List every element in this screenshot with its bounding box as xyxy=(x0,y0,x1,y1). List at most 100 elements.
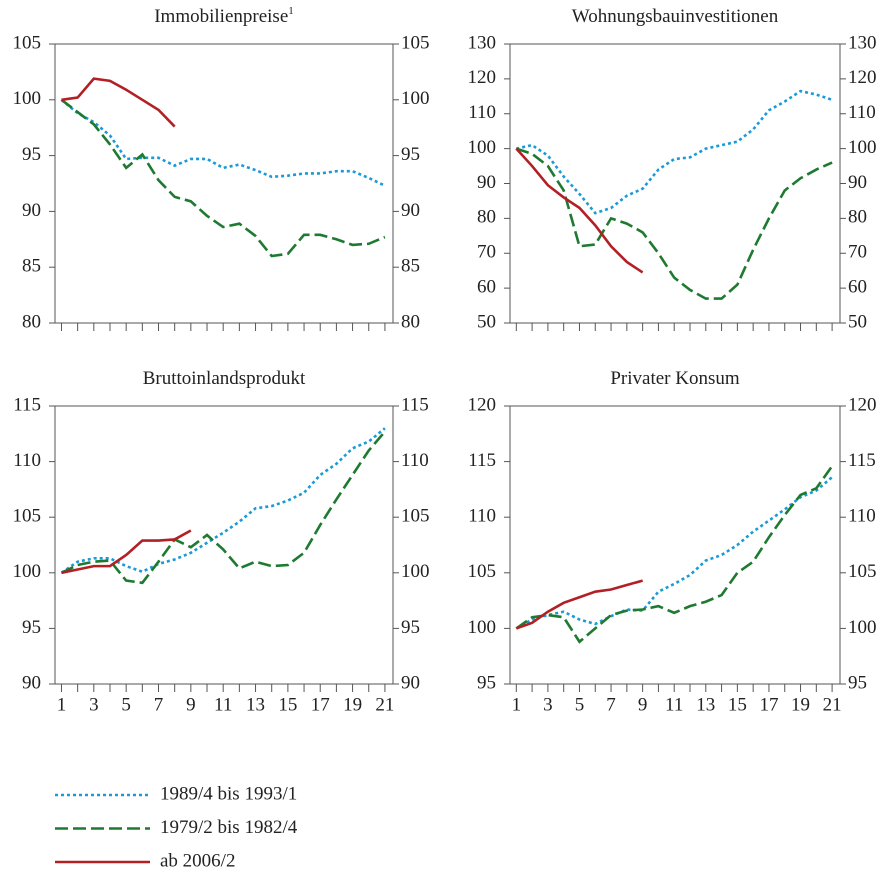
x-tick-label: 21 xyxy=(823,694,842,715)
x-tick-label: 13 xyxy=(246,694,265,715)
series-line xyxy=(515,147,833,300)
y2-tick-label: 70 xyxy=(848,242,867,263)
x-tick-label: 19 xyxy=(791,694,810,715)
y2-tick-label: 100 xyxy=(848,137,877,158)
y-tick-label: 105 xyxy=(468,561,497,582)
y2-tick-label: 115 xyxy=(401,394,429,415)
x-tick-label: 15 xyxy=(278,694,297,715)
series-line xyxy=(60,427,386,574)
y-tick-label: 80 xyxy=(22,311,41,332)
y-tick-label: 80 xyxy=(477,207,496,228)
title-text: Immobilienpreise xyxy=(154,6,288,27)
y-tick-label: 60 xyxy=(477,276,496,297)
series-line xyxy=(515,465,834,644)
y-tick-label: 130 xyxy=(468,32,497,53)
x-tick-label: 13 xyxy=(696,694,715,715)
x-tick-label: 11 xyxy=(665,694,683,715)
series-line xyxy=(515,147,644,274)
series-line xyxy=(515,579,643,630)
y2-tick-label: 100 xyxy=(401,561,430,582)
y2-tick-label: 105 xyxy=(401,506,430,527)
y2-tick-label: 90 xyxy=(401,200,420,221)
x-tick-label: 3 xyxy=(543,694,553,715)
y2-tick-label: 115 xyxy=(848,450,876,471)
chart-title: Immobilienpreise1 xyxy=(154,5,294,28)
series-line xyxy=(60,98,386,258)
y-tick-label: 95 xyxy=(22,144,41,165)
x-tick-label: 19 xyxy=(343,694,362,715)
y-tick-label: 85 xyxy=(22,256,41,277)
x-tick-label: 7 xyxy=(606,694,616,715)
y-tick-label: 90 xyxy=(22,200,41,221)
legend-label: 1989/4 bis 1993/1 xyxy=(160,783,297,804)
x-tick-label: 9 xyxy=(186,694,196,715)
title-footnote: 1 xyxy=(288,5,294,17)
plot-frame xyxy=(509,405,841,685)
y-tick-label: 95 xyxy=(477,672,496,693)
y2-tick-label: 105 xyxy=(401,32,430,53)
y2-tick-label: 105 xyxy=(848,561,877,582)
y-tick-label: 70 xyxy=(477,242,496,263)
y2-tick-label: 80 xyxy=(848,207,867,228)
y2-tick-label: 110 xyxy=(401,450,429,471)
y2-tick-label: 95 xyxy=(401,144,420,165)
y-tick-label: 90 xyxy=(477,172,496,193)
title-text: Bruttoinlandsprodukt xyxy=(143,368,306,389)
x-tick-label: 7 xyxy=(154,694,164,715)
y-tick-label: 100 xyxy=(13,561,42,582)
series-line xyxy=(60,98,386,187)
y2-tick-label: 85 xyxy=(401,256,420,277)
y-tick-label: 120 xyxy=(468,394,497,415)
series-line xyxy=(60,430,386,585)
y-tick-label: 95 xyxy=(22,617,41,638)
legend-label: 1979/2 bis 1982/4 xyxy=(160,817,298,838)
y-tick-label: 110 xyxy=(13,450,41,471)
plot-frame xyxy=(54,405,394,685)
y-tick-label: 105 xyxy=(13,506,42,527)
y-tick-label: 105 xyxy=(13,32,42,53)
y-tick-label: 115 xyxy=(468,450,496,471)
y-tick-label: 120 xyxy=(468,67,497,88)
x-tick-label: 1 xyxy=(512,694,522,715)
y2-tick-label: 95 xyxy=(401,617,420,638)
y2-tick-label: 110 xyxy=(848,506,876,527)
y2-tick-label: 100 xyxy=(401,88,430,109)
y2-tick-label: 95 xyxy=(848,672,867,693)
chart-title: Wohnungsbauinvestitionen xyxy=(572,6,779,27)
y-tick-label: 100 xyxy=(468,617,497,638)
series-line xyxy=(61,77,176,128)
x-tick-label: 1 xyxy=(57,694,67,715)
x-tick-label: 5 xyxy=(575,694,585,715)
y-tick-label: 115 xyxy=(13,394,41,415)
y2-tick-label: 60 xyxy=(848,276,867,297)
y-tick-label: 90 xyxy=(22,672,41,693)
chart-title: Privater Konsum xyxy=(610,368,740,389)
x-tick-label: 15 xyxy=(728,694,747,715)
y-tick-label: 110 xyxy=(468,506,496,527)
legend-label: ab 2006/2 xyxy=(160,850,235,871)
chart-title: Bruttoinlandsprodukt xyxy=(143,368,306,389)
y-tick-label: 100 xyxy=(468,137,497,158)
x-tick-label: 17 xyxy=(311,694,330,715)
y2-tick-label: 120 xyxy=(848,67,877,88)
x-tick-label: 21 xyxy=(375,694,394,715)
title-text: Privater Konsum xyxy=(610,368,740,389)
x-tick-label: 11 xyxy=(214,694,232,715)
y2-tick-label: 100 xyxy=(848,617,877,638)
plot-frame xyxy=(54,43,394,324)
y2-tick-label: 120 xyxy=(848,394,877,415)
series-line xyxy=(515,476,833,630)
x-tick-label: 17 xyxy=(759,694,778,715)
y-tick-label: 50 xyxy=(477,311,496,332)
title-text: Wohnungsbauinvestitionen xyxy=(572,6,779,27)
y-tick-label: 100 xyxy=(13,88,42,109)
y2-tick-label: 130 xyxy=(848,32,877,53)
y2-tick-label: 90 xyxy=(401,672,420,693)
y2-tick-label: 90 xyxy=(848,172,867,193)
x-tick-label: 5 xyxy=(121,694,131,715)
y2-tick-label: 110 xyxy=(848,102,876,123)
series-line xyxy=(516,89,833,215)
y-tick-label: 110 xyxy=(468,102,496,123)
y2-tick-label: 50 xyxy=(848,311,867,332)
